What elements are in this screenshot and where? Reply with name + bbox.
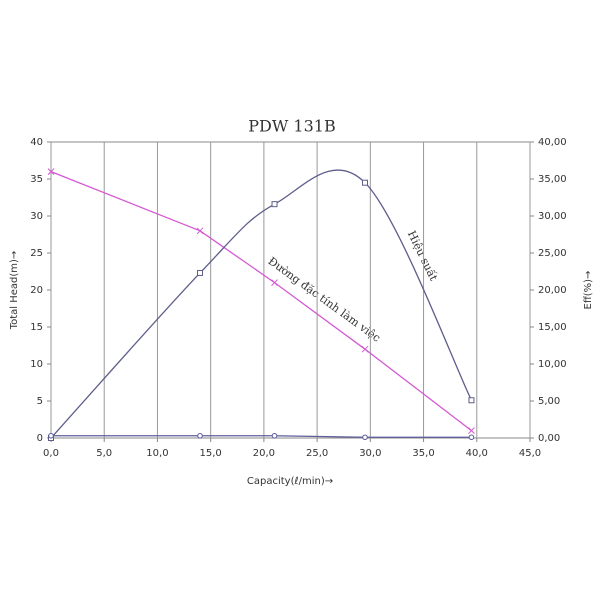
x-tick-label: 40,0: [466, 448, 488, 459]
y2-tick-label: 15,00: [538, 322, 567, 333]
y2-tick-label: 40,00: [538, 137, 567, 148]
marker: [362, 179, 369, 186]
y-tick-label: 0: [37, 433, 43, 444]
marker: [361, 345, 369, 353]
y2-tick-label: 25,00: [538, 248, 567, 259]
x-tick-label: 5,0: [96, 448, 112, 459]
marker: [47, 168, 55, 175]
x-tick-label: 15,0: [200, 448, 222, 459]
y-tick-label: 35: [30, 174, 43, 185]
y2-tick-label: 0,00: [538, 433, 560, 444]
y-tick-label: 40: [30, 137, 43, 148]
y2-tick-label: 10,00: [538, 359, 567, 370]
x-tick-label: 30,0: [359, 448, 381, 459]
marker: [197, 432, 203, 439]
marker: [362, 434, 368, 441]
x-axis-label: Capacity(ℓ/min)→: [247, 476, 333, 487]
marker: [468, 434, 475, 441]
y2-tick-label: 20,00: [538, 285, 567, 296]
x-tick-label: 20,0: [253, 448, 275, 459]
y-axis-label: Total Head(m)→: [9, 251, 20, 331]
x-tick-label: 45,0: [519, 448, 541, 459]
x-tick-label: 35,0: [412, 448, 434, 459]
y2-tick-label: 35,00: [538, 174, 567, 185]
y2-tick-label: 5,00: [538, 396, 560, 407]
marker: [271, 201, 278, 208]
marker: [468, 397, 475, 404]
marker: [197, 269, 204, 276]
x-tick-label: 10,0: [146, 448, 168, 459]
marker: [48, 432, 54, 439]
marker: [468, 427, 475, 434]
chart-title: PDW 131B: [248, 117, 335, 136]
y-tick-label: 10: [30, 359, 43, 370]
y-tick-label: 20: [30, 285, 43, 296]
y-tick-label: 30: [30, 211, 43, 222]
y-tick-label: 5: [37, 396, 43, 407]
marker: [271, 279, 278, 286]
y2-axis-label: Eff(%)→: [583, 271, 594, 310]
y-tick-label: 15: [30, 322, 43, 333]
y-tick-label: 25: [30, 248, 43, 259]
x-tick-label: 25,0: [306, 448, 328, 459]
x-tick-label: 0,0: [43, 448, 59, 459]
marker: [196, 227, 204, 235]
y2-tick-label: 30,00: [538, 211, 567, 222]
marker: [271, 432, 278, 439]
